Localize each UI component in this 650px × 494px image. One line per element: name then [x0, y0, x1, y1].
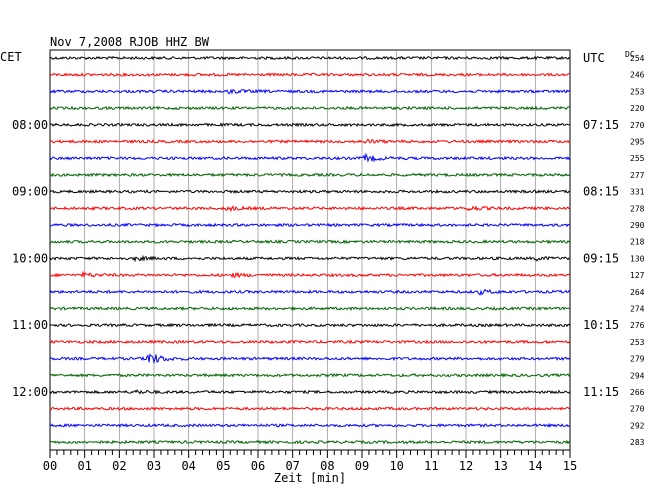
dc-header: DC: [625, 50, 635, 59]
dc-values: 254 246 253 220 270 295 255 277 331 278 290 218 130 1…: [630, 54, 645, 447]
x-tick-label: 09: [355, 459, 369, 473]
seismic-trace: [49, 322, 571, 328]
left-zone-label: CET: [0, 50, 22, 64]
dc-value: 254: [630, 54, 645, 63]
seismic-trace: [49, 88, 571, 95]
dc-value: 276: [630, 321, 645, 330]
left-hour-label: 12:00: [12, 385, 48, 399]
seismic-trace: [49, 172, 571, 178]
x-tick-label: 08: [320, 459, 334, 473]
seismic-trace: [49, 222, 571, 228]
x-tick-label: 11: [424, 459, 438, 473]
seismic-trace: [49, 189, 571, 195]
dc-value: 292: [630, 421, 645, 430]
seismic-trace: [49, 288, 571, 296]
dc-value: 255: [630, 154, 645, 163]
x-tick-label: 05: [216, 459, 230, 473]
dc-value: 283: [630, 438, 645, 447]
seismic-trace: [49, 72, 571, 78]
seismic-trace: [49, 55, 571, 61]
x-axis: 00 01 02 03 04 05 06 07 08 09 10 11 12 13 14 15: [43, 450, 577, 473]
x-tick-label: 04: [181, 459, 195, 473]
dc-value: 270: [630, 121, 645, 130]
x-tick-label: 12: [459, 459, 473, 473]
dc-value: 218: [630, 238, 645, 247]
dc-value: 331: [630, 188, 645, 197]
right-hour-label: 09:15: [583, 251, 619, 265]
dc-value: 270: [630, 405, 645, 414]
x-tick-label: 10: [389, 459, 403, 473]
x-tick-label: 00: [43, 459, 57, 473]
seismic-trace: [49, 254, 571, 263]
seismic-trace: [49, 389, 571, 395]
left-hour-label: 11:00: [12, 318, 48, 332]
seismic-trace: [49, 239, 571, 245]
dc-value: 278: [630, 204, 645, 213]
x-tick-label: 03: [147, 459, 161, 473]
x-tick-label: 14: [528, 459, 542, 473]
right-hour-label: 07:15: [583, 118, 619, 132]
dc-value: 295: [630, 138, 645, 147]
dc-value: 274: [630, 305, 645, 314]
left-hour-label: 08:00: [12, 118, 48, 132]
right-hour-labels: UTC 07:15 08:15 09:15 10:15 11:15: [583, 51, 619, 399]
seismic-trace: [49, 122, 571, 128]
chart-title: Nov 7,2008 RJOB HHZ BW: [50, 35, 210, 49]
seismic-trace: [49, 152, 571, 163]
seismic-trace: [49, 353, 571, 365]
dc-value: 279: [630, 355, 645, 364]
dc-value: 127: [630, 271, 645, 280]
seismic-trace: [49, 205, 571, 213]
dc-value: 253: [630, 338, 645, 347]
dc-value: 130: [630, 254, 645, 263]
left-hour-labels: 08:00 09:00 10:00 11:00 12:00: [12, 118, 48, 399]
seismic-trace: [49, 138, 571, 145]
seismic-trace: [49, 372, 571, 378]
left-hour-label: 09:00: [12, 185, 48, 199]
x-tick-label: 15: [563, 459, 577, 473]
x-tick-label: 13: [493, 459, 507, 473]
x-tick-label: 06: [251, 459, 265, 473]
x-tick-label: 02: [112, 459, 126, 473]
dc-value: 246: [630, 71, 645, 80]
seismic-trace: [49, 422, 571, 428]
left-hour-label: 10:00: [12, 251, 48, 265]
right-hour-label: 08:15: [583, 185, 619, 199]
x-tick-label: 07: [285, 459, 299, 473]
seismic-trace: [49, 406, 571, 412]
dc-value: 266: [630, 388, 645, 397]
seismic-trace: [49, 105, 571, 111]
dc-value: 220: [630, 104, 645, 113]
dc-value: 290: [630, 221, 645, 230]
dc-value: 277: [630, 171, 645, 180]
right-hour-label: UTC: [583, 51, 605, 65]
seismic-trace: [49, 270, 571, 279]
dc-value: 253: [630, 87, 645, 96]
right-hour-label: 10:15: [583, 318, 619, 332]
dc-value: 264: [630, 288, 645, 297]
plot-frame: [49, 49, 571, 451]
time-gridlines: [84, 50, 536, 450]
dc-value: 294: [630, 371, 645, 380]
seismic-trace: [49, 305, 571, 312]
seismic-trace: [49, 339, 571, 345]
traces: [49, 55, 571, 445]
x-tick-label: 01: [77, 459, 91, 473]
right-hour-label: 11:15: [583, 385, 619, 399]
seismic-trace: [49, 439, 571, 445]
x-axis-label: Zeit [min]: [274, 471, 346, 485]
